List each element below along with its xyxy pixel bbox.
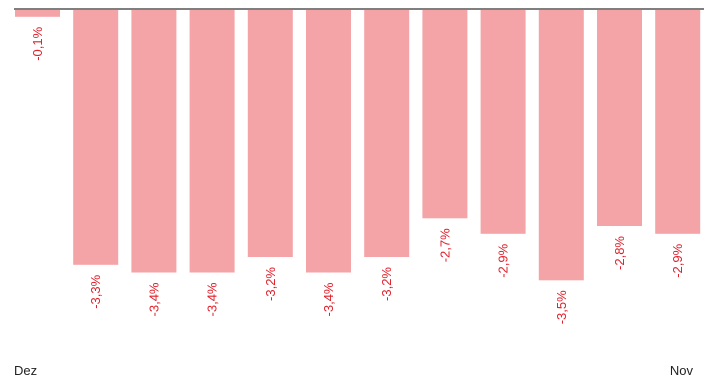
data-label-6: -3,4% — [321, 282, 336, 316]
data-label-10: -3,5% — [554, 290, 569, 324]
bar-10 — [538, 9, 584, 281]
bar-3 — [131, 9, 177, 273]
data-label-4: -3,4% — [205, 282, 220, 316]
data-labels-layer: -0,1% -3,3% -3,4% -3,4% -3,2% -3,4% -3,2% -2,7%… — [30, 26, 685, 324]
x-tick-label-last: Nov — [670, 363, 694, 378]
bar-8 — [422, 9, 468, 219]
data-label-9: -2,9% — [496, 243, 511, 277]
data-label-1: -0,1% — [30, 26, 45, 60]
bar-5 — [247, 9, 293, 257]
data-label-11: -2,8% — [612, 236, 627, 270]
data-label-12: -2,9% — [670, 243, 685, 277]
bar-2 — [73, 9, 119, 265]
bar-7 — [364, 9, 410, 257]
bar-4 — [189, 9, 235, 273]
bars-layer — [15, 9, 701, 281]
data-label-8: -2,7% — [437, 228, 452, 262]
x-tick-label-first: Dez — [14, 363, 37, 378]
bar-11 — [597, 9, 642, 226]
data-label-7: -3,2% — [379, 267, 394, 301]
data-label-5: -3,2% — [263, 267, 278, 301]
bar-9 — [480, 9, 526, 234]
bar-1 — [15, 9, 60, 17]
data-label-3: -3,4% — [146, 282, 161, 316]
data-label-2: -3,3% — [88, 274, 103, 308]
bar-6 — [306, 9, 351, 273]
bar-12 — [655, 9, 701, 234]
